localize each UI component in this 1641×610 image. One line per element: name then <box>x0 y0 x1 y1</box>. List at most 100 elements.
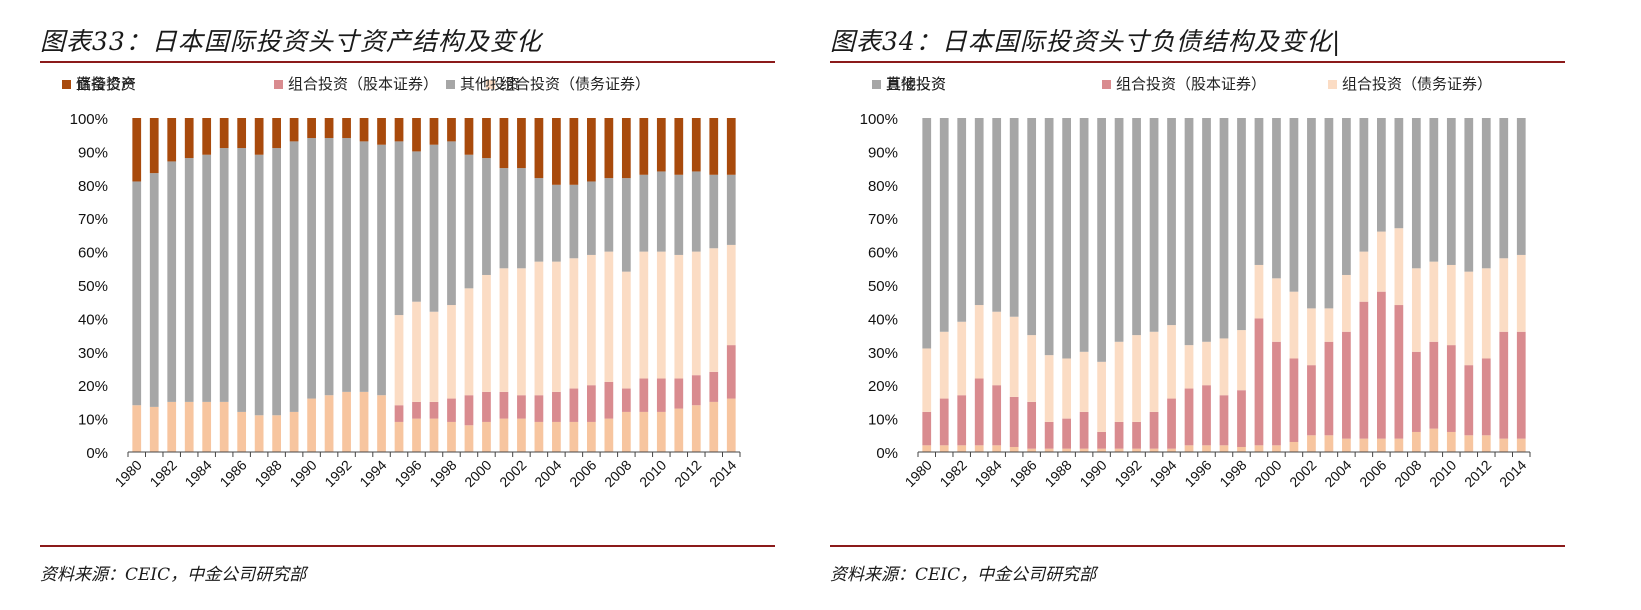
bar-segment-1995-debt <box>1184 345 1194 389</box>
y-tick-label: 70% <box>868 211 898 228</box>
bar-segment-1996-equity <box>1202 385 1211 446</box>
bar-segment-1997-reserve <box>429 118 439 145</box>
bar-segment-1993-direct <box>1149 448 1159 452</box>
bar-segment-1988-direct <box>1062 448 1071 452</box>
bar-segment-1982-other <box>957 118 967 322</box>
figure-34-title: 图表34：日本国际投资头寸负债结构及变化| <box>830 27 1342 56</box>
bar-segment-2005-other <box>1359 118 1369 252</box>
bar-segment-2011-debt <box>674 254 684 379</box>
bar-segment-1980-direct <box>132 405 142 452</box>
bar-segment-2002-equity <box>517 395 526 419</box>
bar-segment-2006-other <box>1377 118 1386 232</box>
bar-segment-1996-debt <box>1202 341 1211 386</box>
bar-segment-1981-reserve <box>149 118 159 174</box>
bar-segment-1993-other <box>359 141 369 392</box>
bar-segment-1982-direct <box>167 401 177 452</box>
bar-segment-1989-debt <box>1079 351 1089 412</box>
bar-segment-1985-direct <box>1009 446 1019 452</box>
bar-segment-1982-direct <box>957 445 967 452</box>
bar-segment-2014-other <box>1516 118 1526 255</box>
y-tick-label: 80% <box>868 178 898 195</box>
bar-segment-2014-other <box>726 174 736 245</box>
bar-segment-1987-other <box>254 154 264 416</box>
legend-swatch <box>872 80 881 89</box>
bar-segment-2013-reserve <box>709 118 719 175</box>
bar-segment-1992-other <box>1132 118 1141 336</box>
bar-segment-1994-debt <box>1167 325 1176 399</box>
bar-segment-1984-other <box>202 154 212 402</box>
bar-segment-1993-equity <box>1149 411 1159 449</box>
bar-segment-1995-direct <box>1184 445 1194 452</box>
bar-segment-2003-direct <box>534 421 544 452</box>
bar-segment-1996-direct <box>1202 445 1211 452</box>
bar-segment-1980-direct <box>922 445 932 452</box>
bar-segment-2008-equity <box>621 388 631 412</box>
bar-segment-1984-direct <box>992 445 1002 452</box>
legend-swatch <box>1328 80 1337 89</box>
bar-segment-1980-other <box>922 118 932 349</box>
y-tick-label: 10% <box>868 412 898 429</box>
bar-segment-1999-equity <box>464 395 474 426</box>
x-tick-label: 1994 <box>356 457 389 490</box>
bar-segment-1989-other <box>1079 118 1089 352</box>
bar-segment-2006-other <box>587 181 596 255</box>
figure-33-panel: 图表33：日本国际投资头寸资产结构及变化 直接投资 组合投资（股本证券） 组合投资（… <box>40 0 800 610</box>
x-tick-label: 1998 <box>1216 457 1249 490</box>
bar-segment-2000-other <box>482 158 491 275</box>
bar-segment-1993-direct <box>359 391 369 452</box>
bar-segment-1995-other <box>394 141 404 316</box>
bar-segment-2005-equity <box>569 388 579 422</box>
y-tick-label: 10% <box>78 412 108 429</box>
bar-segment-1995-reserve <box>394 118 404 142</box>
bar-segment-1988-reserve <box>272 118 281 149</box>
bar-segment-2001-other <box>499 168 509 269</box>
x-tick-label: 1994 <box>1146 457 1179 490</box>
bar-segment-1999-other <box>464 154 474 289</box>
legend-swatch <box>486 80 495 89</box>
bar-segment-1993-other <box>1149 118 1159 332</box>
bar-segment-1994-other <box>1167 118 1176 326</box>
y-tick-label: 60% <box>868 245 898 262</box>
bar-segment-2011-equity <box>674 378 684 409</box>
y-tick-label: 90% <box>78 144 108 161</box>
bar-segment-1984-equity <box>992 385 1002 446</box>
bar-segment-2005-equity <box>1359 301 1369 439</box>
bar-segment-1999-debt <box>1254 264 1264 319</box>
bar-segment-2008-other <box>1411 118 1421 269</box>
bar-segment-2014-debt <box>726 244 736 346</box>
bar-segment-2014-direct <box>726 398 736 452</box>
bar-segment-1998-equity <box>447 398 456 422</box>
bar-segment-2011-other <box>674 174 684 255</box>
bar-segment-1993-debt <box>1149 331 1159 412</box>
bar-segment-2003-debt <box>534 261 544 396</box>
legend-swatch <box>1102 80 1111 89</box>
bar-segment-2011-equity <box>1464 365 1474 436</box>
y-tick-label: 100% <box>70 111 108 128</box>
bar-segment-2010-equity <box>656 378 666 412</box>
bar-segment-2007-equity <box>1394 305 1404 439</box>
bar-segment-2006-equity <box>587 385 596 422</box>
bar-segment-2000-direct <box>482 421 491 452</box>
bar-segment-1990-reserve <box>307 118 316 139</box>
bar-segment-1983-reserve <box>184 118 194 159</box>
bar-segment-1989-equity <box>1079 411 1089 449</box>
bars <box>922 118 1526 452</box>
x-tick-label: 2010 <box>1426 457 1459 490</box>
legend-swatch <box>62 80 71 89</box>
bar-segment-2013-equity <box>709 371 719 402</box>
bar-segment-1986-other <box>237 148 247 412</box>
bar-segment-2009-direct <box>639 411 649 452</box>
bar-segment-2007-other <box>1394 118 1404 229</box>
bar-segment-1995-equity <box>394 405 404 422</box>
figure-34-panel: 图表34：日本国际投资头寸负债结构及变化| 直接投资 组合投资（股本证券） 组合投资… <box>830 0 1590 610</box>
x-tick-label: 2006 <box>1356 457 1389 490</box>
bar-segment-1982-other <box>167 161 177 402</box>
bar-segment-1996-other <box>412 151 421 302</box>
bar-segment-1997-direct <box>429 418 439 452</box>
bar-segment-1987-equity <box>1044 421 1054 449</box>
bar-segment-2001-equity <box>1289 358 1299 442</box>
bar-segment-2011-other <box>1464 118 1474 272</box>
bar-segment-1981-other <box>939 118 949 332</box>
bar-segment-2007-debt <box>604 251 614 382</box>
y-tick-label: 50% <box>78 278 108 295</box>
